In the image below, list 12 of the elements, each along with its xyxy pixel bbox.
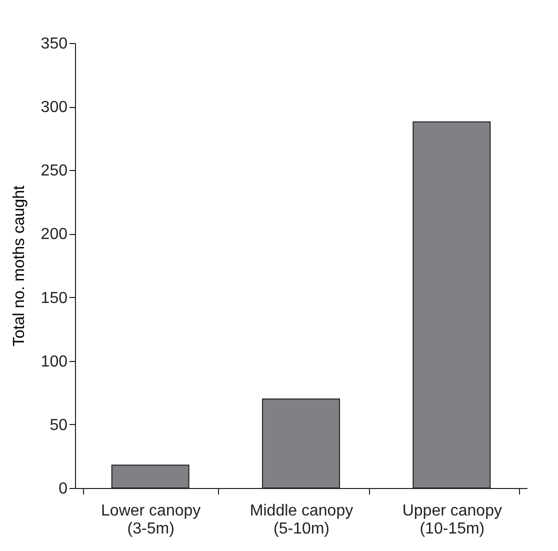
y-tick-label: 350 <box>40 36 68 52</box>
y-tick-label: 300 <box>40 99 68 116</box>
x-tick-label: Upper canopy (10-15m) <box>402 502 502 538</box>
y-axis-title: Total no. moths caught <box>10 184 28 346</box>
y-tick-label: 0 <box>58 480 68 498</box>
x-tick-label: Lower canopy (3-5m) <box>101 502 201 538</box>
x-tick-label: Middle canopy (5-10m) <box>250 502 354 538</box>
y-tick-label: 150 <box>40 290 68 307</box>
y-tick-label: 200 <box>40 226 68 244</box>
y-tick-label: 100 <box>40 353 68 370</box>
y-tick-label: 50 <box>50 416 68 434</box>
y-tick-label: 250 <box>40 162 68 180</box>
